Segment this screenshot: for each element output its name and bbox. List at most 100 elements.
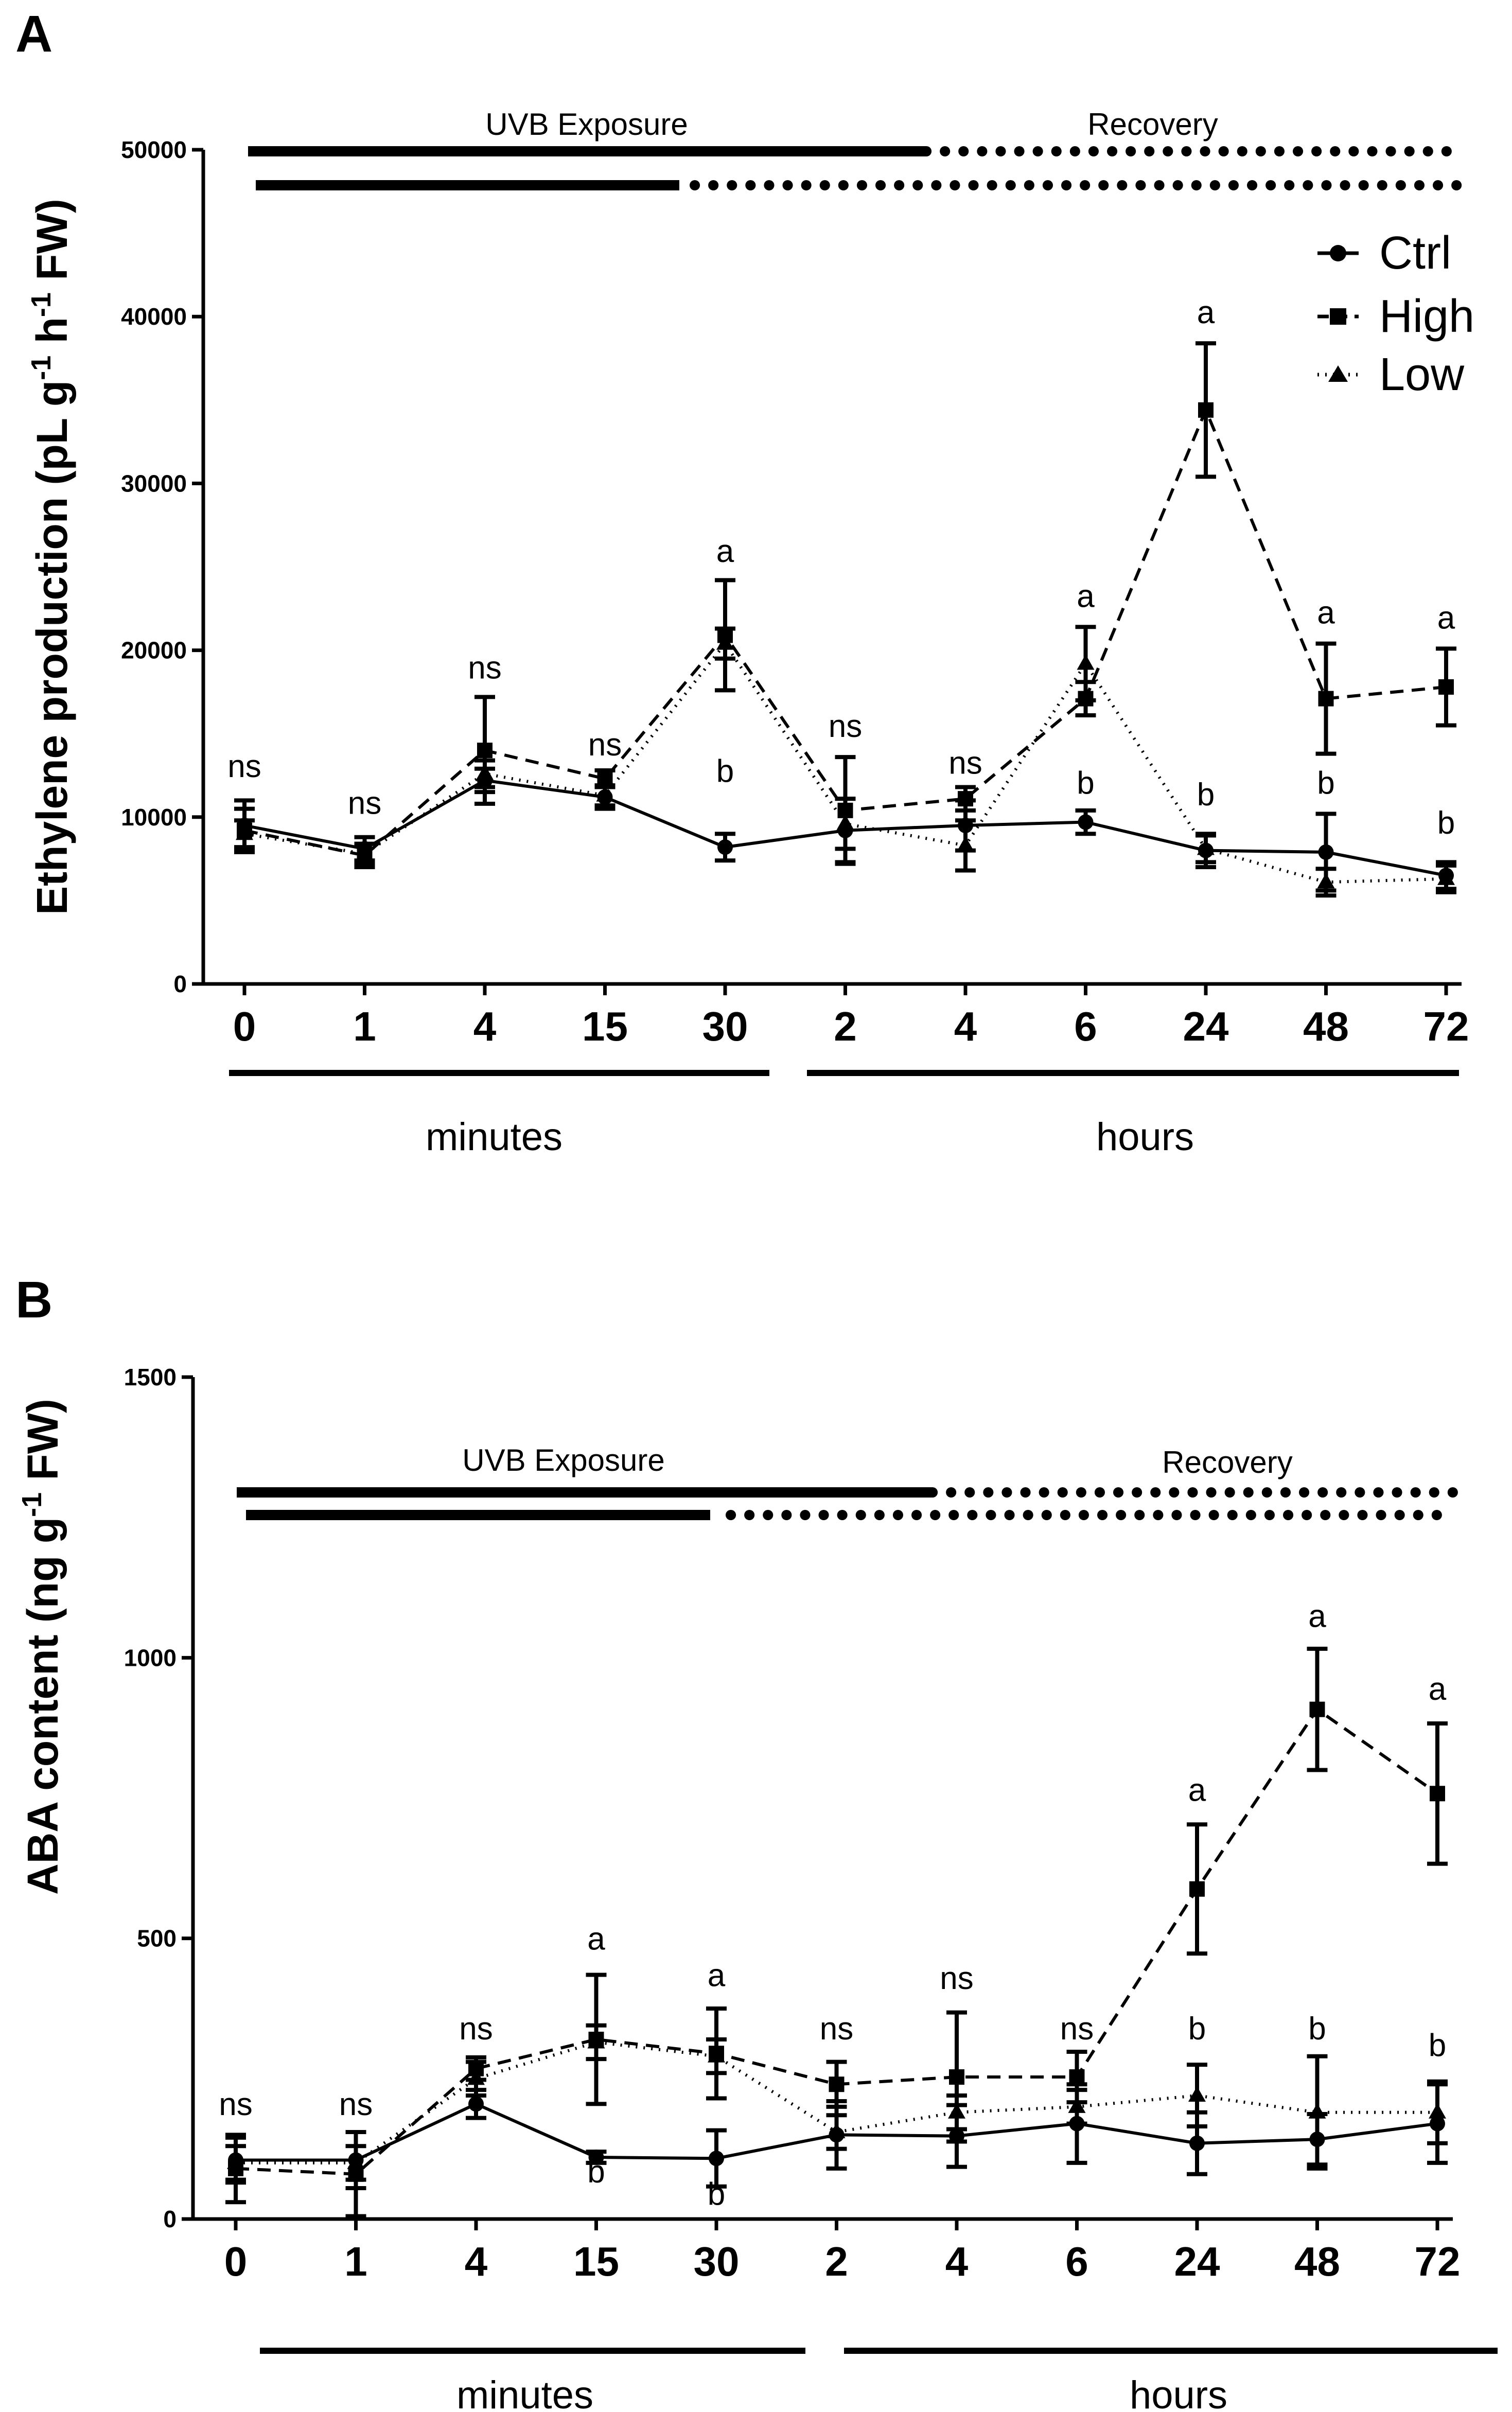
panel-b-series-low-point — [467, 2069, 485, 2085]
legend-low-label: Low — [1379, 349, 1465, 400]
panel-a-y-axis-label: Ethylene production (pL g-1 h-1 FW) — [26, 199, 76, 915]
panel-b-series-low-point — [948, 2103, 965, 2119]
panel-a-significance-label: a — [1317, 595, 1335, 631]
panel-a-series-high-point — [1198, 402, 1214, 418]
panel-b-series-high-point — [1430, 1786, 1445, 1802]
panel-a-significance-label: a — [1197, 295, 1215, 330]
panel-a-series-ctrl-point — [1078, 814, 1094, 830]
panel-a-y-tick-label: 30000 — [121, 470, 187, 497]
panel-a-x-tick-label: 24 — [1183, 1003, 1229, 1049]
panel-a-significance-label: b — [1197, 777, 1215, 813]
panel-a-series-ctrl-point — [1318, 844, 1334, 860]
panel-b-y-tick-label: 1500 — [124, 1364, 177, 1390]
panel-a: A Ethylene production (pL g-1 h-1 FW) UV… — [15, 5, 1474, 1159]
panel-b-series-high-point — [829, 2076, 845, 2092]
panel-b-series-low-point — [1429, 2103, 1446, 2119]
panel-a-exposure-label: UVB Exposure — [485, 107, 688, 142]
panel-b-significance-label: ns — [940, 1961, 973, 1996]
panel-b-significance-label: a — [1188, 1772, 1206, 1808]
panel-b-significance-label: a — [587, 1921, 605, 1957]
panel-b-x-tick-label: 4 — [465, 2239, 488, 2284]
panel-b-significance-label: ns — [339, 2087, 373, 2122]
panel-a-y-tick-label: 10000 — [121, 804, 187, 831]
panel-b-recovery-label: Recovery — [1162, 1445, 1292, 1480]
legend-high-label: High — [1379, 291, 1474, 342]
legend-low-marker — [1328, 365, 1348, 382]
panel-a-x-tick-label: 2 — [834, 1003, 857, 1049]
panel-b-significance-label: a — [1308, 1598, 1326, 1634]
panel-b-exposure-label: UVB Exposure — [462, 1443, 665, 1477]
panel-a-significance-label: ns — [348, 785, 381, 821]
panel-a-significance-label: b — [1437, 805, 1455, 841]
panel-b-series-ctrl-point — [709, 2151, 724, 2167]
panel-b-x-tick-label: 1 — [344, 2239, 367, 2284]
panel-b-significance-label: b — [1429, 2028, 1446, 2064]
panel-a-significance-label: b — [1077, 765, 1094, 801]
panel-a-series-low-point — [1077, 654, 1095, 670]
panel-a-y-tick-label: 20000 — [121, 637, 187, 664]
panel-b-x-tick-label: 48 — [1294, 2239, 1340, 2284]
panel-a-series-low-point — [1437, 869, 1455, 885]
panel-a-hours-label: hours — [1096, 1115, 1194, 1159]
panel-a-x-tick-label: 30 — [702, 1003, 748, 1049]
legend-high-marker — [1330, 308, 1346, 325]
panel-a-series-high-point — [1438, 679, 1454, 695]
panel-b-series-low-point — [347, 2153, 365, 2169]
panel-b-series-ctrl-point — [468, 2096, 484, 2112]
panel-a-series-low-point — [836, 814, 854, 830]
panel-b-y-tick-label: 1000 — [124, 1644, 177, 1671]
panel-a-series-low-point — [716, 634, 734, 650]
panel-b-significance-label: ns — [459, 2011, 493, 2047]
panel-b-x-tick-label: 72 — [1415, 2239, 1461, 2284]
panel-a-recovery-label: Recovery — [1087, 107, 1218, 142]
panel-b-significance-label: ns — [219, 2087, 252, 2122]
panel-b-x-tick-label: 15 — [573, 2239, 619, 2284]
panel-b-series-low-point — [1188, 2086, 1206, 2102]
panel-a-x-tick-label: 1 — [353, 1003, 376, 1049]
panel-a-significance-label: ns — [227, 749, 261, 784]
panel-a-x-tick-label: 72 — [1423, 1003, 1469, 1049]
panel-b-significance-label: b — [1188, 2011, 1206, 2047]
panel-a-significance-label: a — [1077, 578, 1095, 614]
panel-a-y-tick-label: 40000 — [121, 303, 187, 330]
panel-a-significance-label: ns — [948, 746, 982, 781]
panel-a-x-tick-label: 0 — [233, 1003, 256, 1049]
panel-a-phase-bars: UVB Exposure Recovery — [248, 107, 1469, 190]
panel-a-x-tick-label: 15 — [582, 1003, 628, 1049]
panel-a-series-low-point — [596, 786, 614, 802]
panel-a-series-low-point — [1197, 839, 1215, 855]
panel-a-series-high-point — [477, 743, 493, 759]
panel-a-significance-label: b — [716, 754, 734, 789]
panel-b-series-low-point — [1308, 2103, 1326, 2119]
panel-a-x-tick-label: 48 — [1303, 1003, 1349, 1049]
panel-b-x-tick-label: 0 — [224, 2239, 248, 2284]
panel-b-significance-label: ns — [820, 2011, 853, 2047]
panel-a-x-tick-label: 6 — [1074, 1003, 1097, 1049]
legend-ctrl-marker — [1330, 245, 1346, 261]
panel-b-y-tick-label: 0 — [163, 2206, 177, 2232]
panel-b-minutes-label: minutes — [456, 2373, 593, 2412]
panel-b-x-tick-label: 6 — [1065, 2239, 1088, 2284]
panel-b-letter: B — [15, 1271, 52, 1329]
panel-b-series-low-line — [236, 2040, 1437, 2164]
panel-b-series-high-point — [1189, 1881, 1205, 1897]
panel-a-x-tick-label: 4 — [954, 1003, 977, 1049]
panel-b-significance-label: ns — [1060, 2011, 1094, 2047]
panel-a-significance-label: a — [1437, 600, 1455, 636]
panel-b-x-tick-label: 2 — [825, 2239, 848, 2284]
panel-b-plot: ns ns ns a b a b ns ns ns a b a b a b — [219, 1598, 1448, 2219]
panel-a-y-tick-label: 0 — [173, 971, 187, 997]
panel-a-series-low-point — [356, 844, 374, 860]
panel-a-series-high-point — [958, 791, 973, 807]
panel-b-x-groups: minutes hours — [260, 2348, 1498, 2412]
panel-a-significance-label: a — [716, 534, 734, 569]
panel-a-significance-label: ns — [829, 709, 862, 744]
panel-a-letter: A — [15, 5, 52, 63]
panel-b-series-ctrl-point — [1189, 2135, 1205, 2151]
panel-b-hours-label: hours — [1130, 2373, 1227, 2412]
panel-a-significance-label: b — [1317, 765, 1334, 801]
panel-b-series-low-point — [587, 2033, 605, 2049]
panel-b-series-high-point — [1309, 1701, 1325, 1717]
